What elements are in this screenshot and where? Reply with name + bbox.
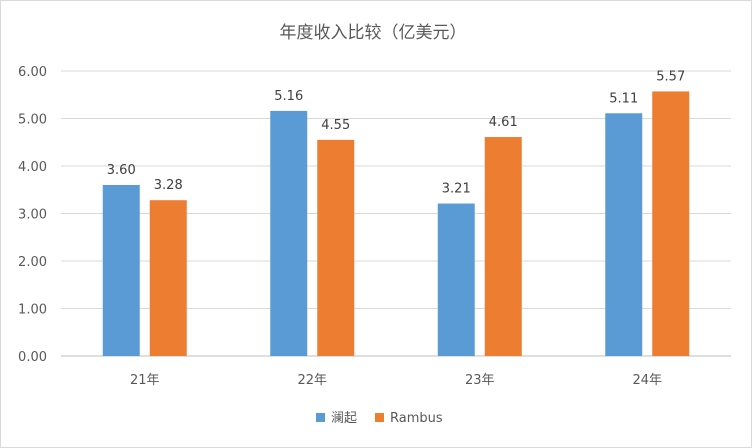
legend-swatch (375, 413, 384, 422)
watermark: 雪球：余生正大光明 (507, 412, 689, 436)
watermark-text: 雪球：余生正大光明 (536, 415, 689, 436)
y-axis-ticks: 0.00 1.00 2.00 3.00 4.00 5.00 6.00 (18, 65, 47, 365)
y-tick-label: 0.00 (18, 350, 47, 365)
data-label: 4.61 (489, 115, 518, 130)
data-label: 5.11 (609, 91, 638, 106)
bar-series2-1 (149, 200, 187, 356)
bar-series2-2 (317, 139, 355, 356)
data-label: 4.55 (321, 118, 350, 133)
bar-series1-2 (270, 110, 308, 357)
x-category-label: 22年 (297, 373, 327, 388)
y-tick-label: 5.00 (18, 113, 47, 128)
x-category-label: 24年 (632, 373, 662, 388)
data-label: 5.16 (274, 89, 303, 104)
y-tick-label: 4.00 (18, 160, 47, 175)
x-category-label: 23年 (465, 373, 495, 388)
snowball-logo-icon (507, 412, 531, 436)
x-category-label: 21年 (130, 373, 160, 388)
y-tick-label: 1.00 (18, 303, 47, 318)
bars (102, 91, 690, 357)
chart-title: 年度收入比较（亿美元） (280, 23, 467, 43)
y-tick-label: 2.00 (18, 255, 47, 270)
data-label: 3.28 (154, 178, 183, 193)
y-tick-label: 6.00 (18, 65, 47, 80)
bar-series2-3 (484, 137, 522, 356)
data-labels: 3.60 3.28 5.16 4.55 3.21 4.61 5.11 5.57 (107, 69, 685, 196)
bar-series1-3 (437, 203, 475, 356)
legend-label: Rambus (390, 411, 443, 426)
y-tick-label: 3.00 (18, 208, 47, 223)
bar-series2-4 (652, 91, 690, 357)
legend-swatch (316, 413, 325, 422)
data-label: 3.21 (442, 182, 471, 197)
legend: 澜起 Rambus (316, 411, 443, 426)
data-label: 3.60 (107, 163, 136, 178)
data-label: 5.57 (656, 69, 685, 84)
bar-series1-4 (605, 113, 643, 357)
bar-series1-1 (102, 185, 140, 356)
legend-label: 澜起 (331, 411, 357, 426)
x-axis-categories: 21年 22年 23年 24年 (130, 373, 662, 388)
